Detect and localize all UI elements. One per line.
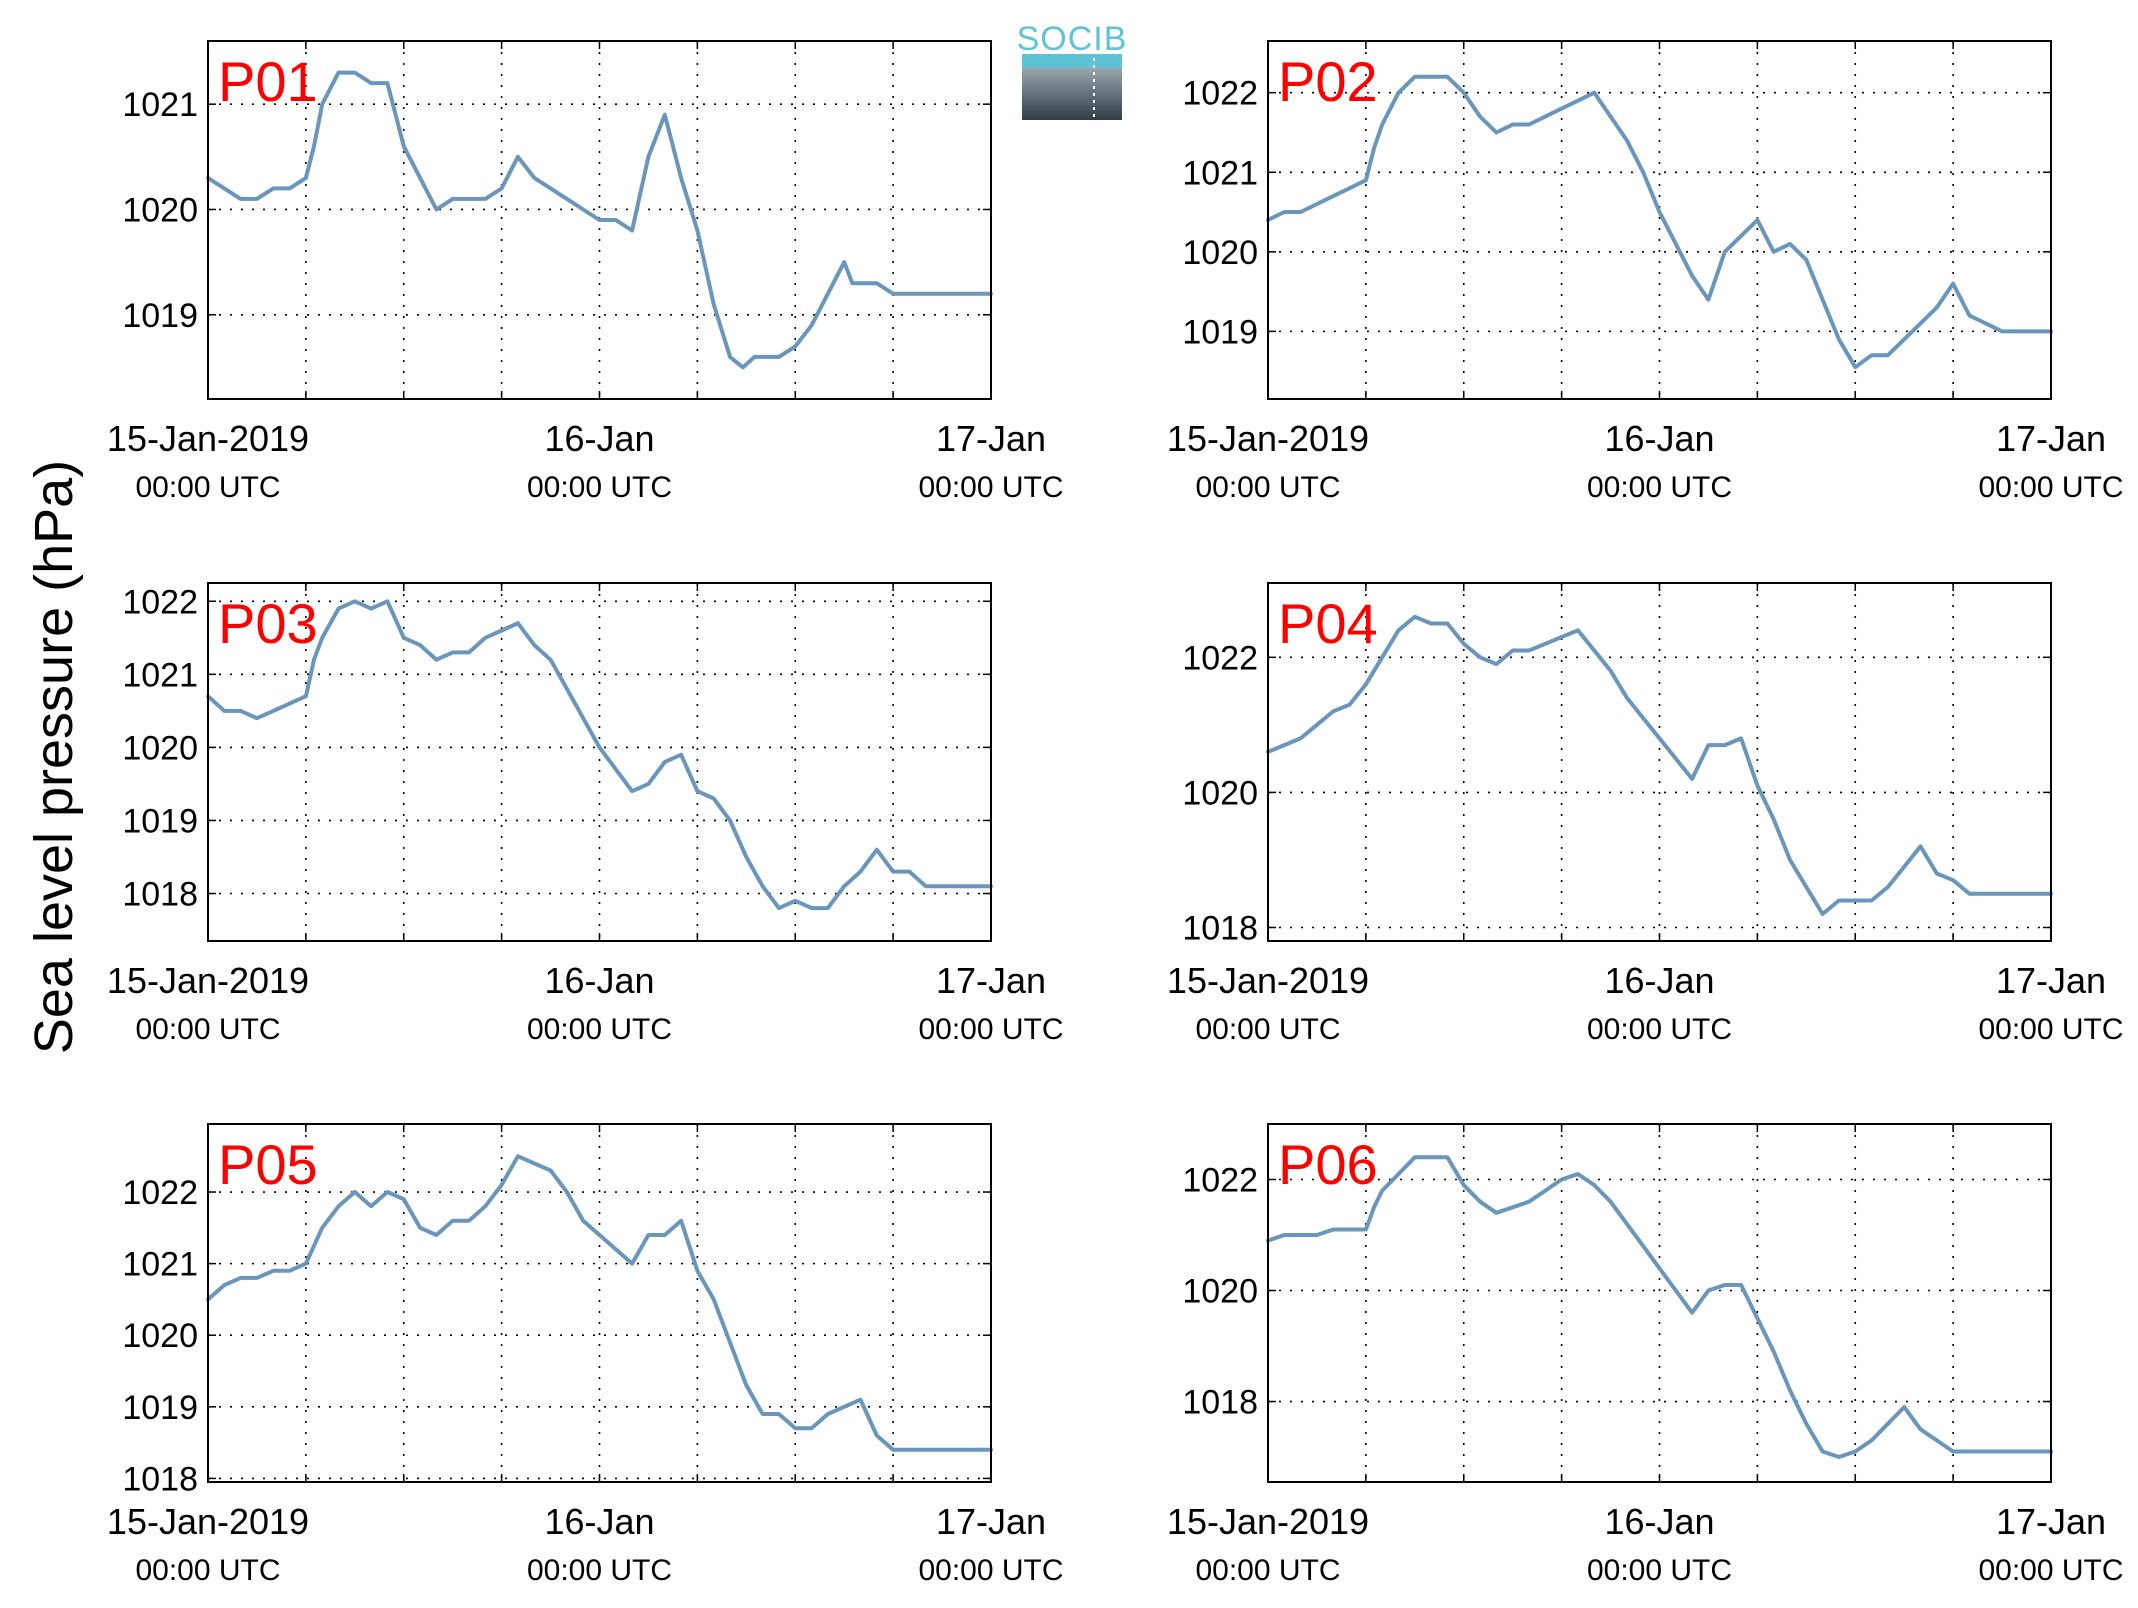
x-tick-sublabel: 00:00 UTC (1195, 1013, 1340, 1046)
panel-label: P05 (218, 1133, 318, 1196)
y-tick-label: 1022 (1182, 639, 1258, 677)
plot-area (1268, 583, 2051, 941)
x-tick-sublabel: 00:00 UTC (135, 1554, 280, 1587)
socib-logo: SOCIB (1017, 20, 1128, 120)
y-tick-label: 1020 (122, 1317, 198, 1355)
x-tick-sublabel: 00:00 UTC (1978, 471, 2123, 504)
y-tick-label: 1021 (122, 86, 198, 124)
x-tick-label: 17-Jan (1996, 1501, 2106, 1542)
panel-label: P06 (1278, 1133, 1378, 1196)
panels: 1019 1020 1021 P01 15-Jan-2019 00:00 UTC 16-Ja… (107, 40, 2124, 1587)
y-tick-label: 1020 (1182, 1273, 1258, 1311)
x-tick-label: 16-Jan (544, 1501, 654, 1542)
panel-p05: 1018 1019 1020 1021 1022 P05 15-Jan-2019 00:00 … (107, 1123, 1064, 1587)
y-tick-label: 1020 (122, 729, 198, 767)
x-tick-sublabel: 00:00 UTC (918, 1554, 1063, 1587)
x-tick-sublabel: 00:00 UTC (1195, 1554, 1340, 1587)
y-tick-label: 1022 (1182, 75, 1258, 113)
x-tick-sublabel: 00:00 UTC (1195, 471, 1340, 504)
x-tick-label: 17-Jan (936, 418, 1046, 459)
x-tick-label: 17-Jan (936, 1501, 1046, 1542)
pressure-line (206, 1154, 993, 1452)
x-tick-label: 15-Jan-2019 (107, 418, 309, 459)
x-tick-label: 15-Jan-2019 (107, 960, 309, 1001)
y-tick-label: 1020 (122, 191, 198, 229)
pressure-line (1266, 74, 2053, 370)
axes-frame (1267, 582, 2052, 942)
y-tick-label: 1021 (122, 1246, 198, 1284)
x-tick-label: 16-Jan (1604, 418, 1714, 459)
x-tick-sublabel: 00:00 UTC (527, 1013, 672, 1046)
panel-label: P04 (1278, 592, 1378, 655)
y-tick-label: 1020 (1182, 234, 1258, 272)
logo-text: SOCIB (1017, 20, 1128, 58)
x-tick-sublabel: 00:00 UTC (1587, 471, 1732, 504)
x-tick-sublabel: 00:00 UTC (1587, 1013, 1732, 1046)
y-tick-label: 1022 (122, 583, 198, 621)
y-axis-label: Sea level pressure (hPa) (24, 460, 84, 1054)
y-tick-label: 1019 (122, 802, 198, 840)
axes-frame (207, 40, 992, 400)
panel-p04: 1018 1020 1022 P04 15-Jan-2019 00:00 UTC 16-Ja… (1167, 582, 2124, 1046)
panel-p06: 1018 1020 1022 P06 15-Jan-2019 00:00 UTC 16-Ja… (1167, 1123, 2124, 1587)
panel-p01: 1019 1020 1021 P01 15-Jan-2019 00:00 UTC 16-Ja… (107, 40, 1064, 504)
y-tick-label: 1019 (1182, 313, 1258, 351)
x-tick-sublabel: 00:00 UTC (135, 471, 280, 504)
x-tick-sublabel: 00:00 UTC (135, 1013, 280, 1046)
x-tick-label: 15-Jan-2019 (1167, 1501, 1369, 1542)
x-tick-label: 17-Jan (1996, 418, 2106, 459)
x-tick-label: 15-Jan-2019 (1167, 960, 1369, 1001)
y-tick-label: 1022 (1182, 1162, 1258, 1200)
x-tick-sublabel: 00:00 UTC (1978, 1013, 2123, 1046)
x-tick-sublabel: 00:00 UTC (527, 471, 672, 504)
pressure-line (206, 599, 993, 911)
panel-label: P01 (218, 50, 318, 113)
x-tick-label: 16-Jan (1604, 960, 1714, 1001)
axes-frame (207, 582, 992, 942)
plot-area (1268, 1124, 2051, 1482)
x-tick-label: 17-Jan (1996, 960, 2106, 1001)
pressure-line (1266, 614, 2053, 916)
x-tick-sublabel: 00:00 UTC (1978, 1554, 2123, 1587)
x-tick-label: 15-Jan-2019 (1167, 418, 1369, 459)
x-tick-label: 16-Jan (544, 960, 654, 1001)
x-tick-label: 17-Jan (936, 960, 1046, 1001)
y-tick-label: 1019 (122, 297, 198, 335)
plot-area (1268, 41, 2051, 399)
y-tick-label: 1018 (122, 1460, 198, 1498)
y-tick-label: 1018 (122, 876, 198, 914)
x-tick-sublabel: 00:00 UTC (1587, 1554, 1732, 1587)
x-tick-sublabel: 00:00 UTC (918, 471, 1063, 504)
x-tick-sublabel: 00:00 UTC (527, 1554, 672, 1587)
x-tick-label: 15-Jan-2019 (107, 1501, 309, 1542)
plot-area (208, 583, 991, 941)
pressure-line (1266, 1155, 2053, 1459)
axes-frame (207, 1123, 992, 1483)
x-tick-sublabel: 00:00 UTC (918, 1013, 1063, 1046)
panel-p03: 1018 1019 1020 1021 1022 P03 15-Jan-2019 00:00 … (107, 582, 1064, 1046)
axes-frame (1267, 40, 2052, 400)
y-tick-label: 1018 (1182, 909, 1258, 947)
y-tick-label: 1020 (1182, 774, 1258, 812)
x-tick-label: 16-Jan (1604, 1501, 1714, 1542)
y-tick-label: 1021 (1182, 154, 1258, 192)
axes-frame (1267, 1123, 2052, 1483)
y-tick-label: 1018 (1182, 1384, 1258, 1422)
panel-label: P02 (1278, 50, 1378, 113)
panel-p02: 1019 1020 1021 1022 P02 15-Jan-2019 00:00 UTC 1… (1167, 40, 2124, 504)
y-tick-label: 1022 (122, 1174, 198, 1212)
panel-label: P03 (218, 592, 318, 655)
y-tick-label: 1021 (122, 656, 198, 694)
y-tick-label: 1019 (122, 1389, 198, 1427)
x-tick-label: 16-Jan (544, 418, 654, 459)
pressure-line (206, 70, 993, 370)
